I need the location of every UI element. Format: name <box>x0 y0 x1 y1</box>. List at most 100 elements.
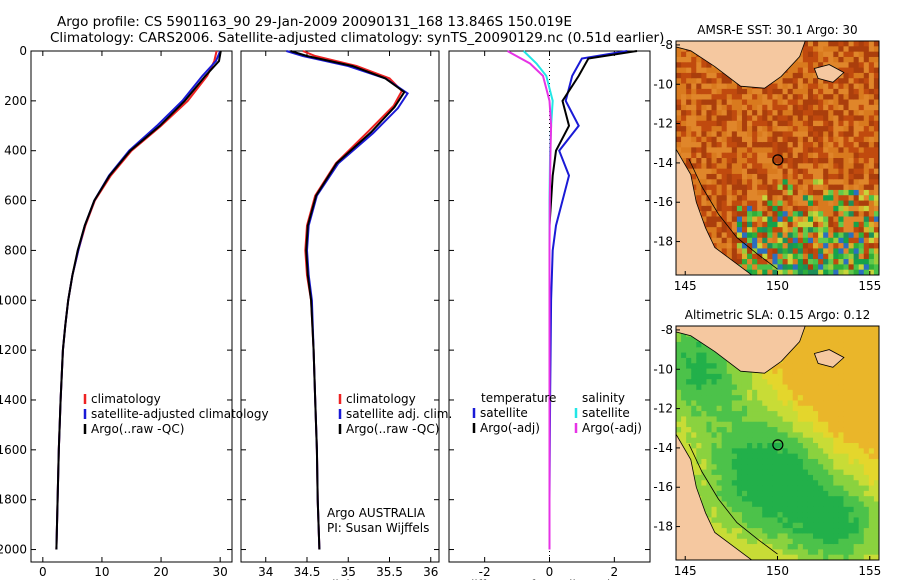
sst-map-cell <box>818 227 824 234</box>
sst-map-cell <box>818 269 824 275</box>
sst-map-cell <box>802 67 809 74</box>
sla-map-cell <box>828 485 834 492</box>
sla-map-cell <box>797 341 804 348</box>
sla-map-cell <box>843 528 850 535</box>
sst-map-cell <box>681 131 687 138</box>
sst-map-cell <box>792 99 799 106</box>
sst-map-cell <box>873 184 879 191</box>
sst-map-cell <box>873 173 879 180</box>
sla-map-cell <box>797 474 804 481</box>
sst-map-cell <box>868 56 875 63</box>
sst-map-cell <box>873 163 879 170</box>
sst-map-cell <box>741 158 748 164</box>
sla-map-cell <box>716 522 723 529</box>
sst-map-cell <box>807 248 814 255</box>
sla-map-cell <box>868 395 875 402</box>
sla-map-cell <box>726 469 733 476</box>
sst-map-cell <box>813 158 819 164</box>
sla-map-cell <box>828 341 834 348</box>
sla-map-cell <box>747 373 753 380</box>
sst-map-cell <box>818 83 824 90</box>
sst-map-cell <box>853 195 860 202</box>
sla-map-cell <box>868 458 875 465</box>
sla-map-cell <box>873 533 879 540</box>
sst-map-cell <box>772 253 779 260</box>
sla-map-cell <box>762 464 768 471</box>
sla-map-cell <box>736 411 743 418</box>
sst-map-cell <box>721 72 728 79</box>
sla-map-cell <box>696 432 702 439</box>
sla-map-cell <box>731 368 738 375</box>
sla-map-cell <box>777 384 784 391</box>
sla-map-cell <box>676 400 682 407</box>
diff-series-3 <box>506 50 553 550</box>
sla-map-cell <box>843 395 850 402</box>
sla-map-cell <box>777 389 784 396</box>
sla-map-cell <box>868 474 875 481</box>
sst-map-cell <box>676 131 682 138</box>
sla-map-cell <box>681 379 687 386</box>
sst-map-cell <box>802 221 809 228</box>
sla-map-cell <box>731 437 738 444</box>
sla-map-cell <box>858 464 865 471</box>
sst-map-cell <box>747 104 753 111</box>
sst-map-cell <box>823 142 829 148</box>
sst-map-cell <box>823 126 829 133</box>
sst-map-cell <box>706 99 713 106</box>
sla-map-cell <box>853 538 860 545</box>
sla-map-cell <box>772 528 779 535</box>
sla-map-cell <box>858 373 865 380</box>
sla-map-cell <box>701 395 708 402</box>
sst-map-cell <box>823 253 829 260</box>
sst-map-cell <box>716 158 723 164</box>
sst-map-cell <box>863 83 870 90</box>
sla-map-cell <box>782 395 789 402</box>
sst-map-cell <box>843 62 850 69</box>
sla-map-cell <box>792 357 799 364</box>
sst-map-cell <box>828 142 834 148</box>
sla-map-cell <box>772 400 779 407</box>
sst-map-cell <box>833 248 839 255</box>
sla-map-cell <box>802 538 809 545</box>
sla-map-cell <box>863 395 870 402</box>
sla-map-cell <box>721 533 728 540</box>
sst-map-cell <box>873 88 879 95</box>
sst-map-cell <box>818 221 824 228</box>
sla-map-cell <box>772 458 779 465</box>
sla-map-cell <box>818 368 824 375</box>
sst-map-cell <box>873 221 879 228</box>
sla-map-cell <box>747 480 753 487</box>
sst-map-cell <box>858 99 865 106</box>
sla-map-cell <box>848 474 855 481</box>
sst-map-cell <box>736 216 743 223</box>
sst-map-cell <box>823 163 829 170</box>
sst-map-cell <box>833 147 839 154</box>
sst-map-cell <box>843 83 850 90</box>
sla-map-cell <box>818 490 824 497</box>
sst-map-cell <box>823 227 829 234</box>
sst-map-cell <box>752 168 758 175</box>
sst-map-cell <box>747 205 753 212</box>
sla-map-cell <box>747 544 753 550</box>
sst-map-cell <box>726 110 733 117</box>
sst-map-cell <box>762 88 768 95</box>
sla-map-cell <box>848 379 855 386</box>
sst-map-cell <box>823 243 829 250</box>
sst-map-cell <box>741 179 748 186</box>
sst-map-cell <box>686 72 692 79</box>
sst-map-cell <box>828 200 834 207</box>
sst-map-cell <box>873 56 879 63</box>
sla-map-cell <box>838 443 845 449</box>
sst-map-cell <box>828 99 834 106</box>
sla-map-cell <box>772 538 779 545</box>
sla-map-cell <box>797 480 804 487</box>
sst-map-cell <box>833 46 839 53</box>
sla-map-cell <box>782 544 789 550</box>
sst-map-cell <box>843 253 850 260</box>
sla-map-cell <box>706 347 713 354</box>
sla-map-cell <box>752 453 758 460</box>
sst-map-cell <box>787 248 794 255</box>
sst-map-cell <box>716 179 723 186</box>
sst-map-cell <box>802 211 809 218</box>
sla-map-cell <box>681 341 687 348</box>
